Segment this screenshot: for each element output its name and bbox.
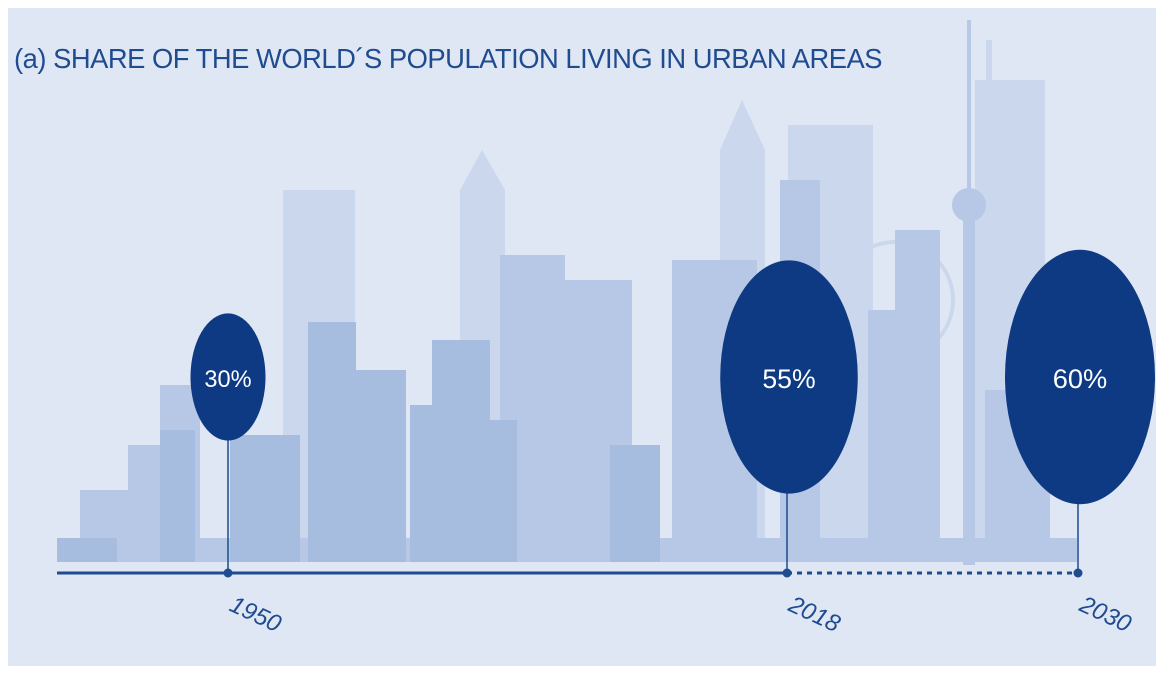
- value-label: 55%: [762, 364, 815, 394]
- bubble: [720, 260, 858, 494]
- value-label: 30%: [204, 367, 251, 393]
- timeline-dot: [223, 568, 233, 578]
- value-label: 60%: [1053, 363, 1107, 394]
- bubble: [1005, 249, 1155, 505]
- timeline-dot: [782, 568, 792, 578]
- chart-title: (a) SHARE OF THE WORLD´S POPULATION LIVI…: [14, 43, 882, 74]
- timeline-dot: [1073, 568, 1083, 578]
- bubble: [190, 313, 266, 441]
